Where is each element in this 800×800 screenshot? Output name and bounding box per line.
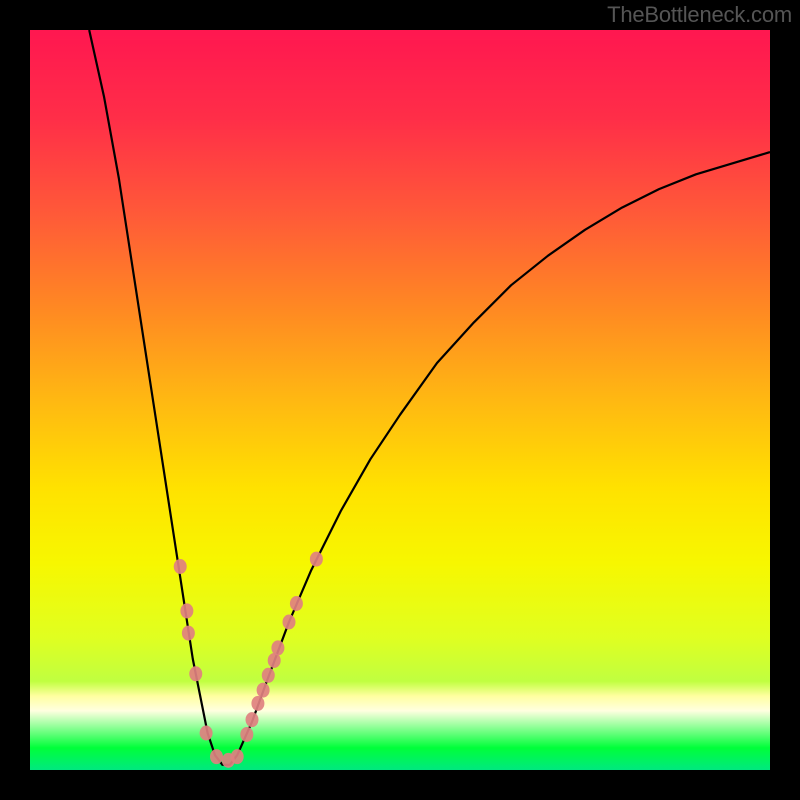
data-marker [251,696,264,711]
gradient-background [30,30,770,770]
data-marker [189,666,202,681]
watermark-text: TheBottleneck.com [607,2,792,28]
data-marker [200,726,213,741]
chart-frame [0,0,800,800]
data-marker [240,727,253,742]
data-marker [210,749,223,764]
data-marker [182,626,195,641]
data-marker [290,596,303,611]
data-marker [310,552,323,567]
chart-plot [30,30,770,770]
data-marker [180,603,193,618]
data-marker [262,668,275,683]
data-marker [246,712,259,727]
data-marker [271,640,284,655]
data-marker [231,749,244,764]
data-marker [283,615,296,630]
data-marker [257,683,270,698]
data-marker [174,559,187,574]
